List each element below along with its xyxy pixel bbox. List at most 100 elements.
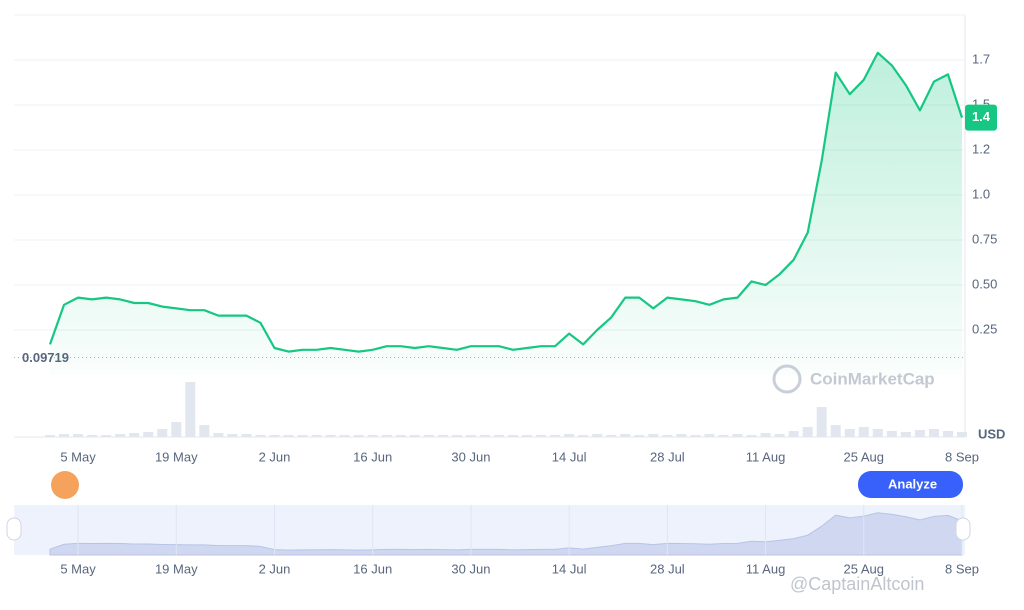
volume-bar xyxy=(788,431,799,437)
volume-bar xyxy=(59,434,70,437)
volume-bar xyxy=(816,407,827,437)
volume-bar xyxy=(409,435,420,437)
navigator-tick-label: 11 Aug xyxy=(746,561,786,576)
volume-bar xyxy=(662,435,673,437)
button-label[interactable]: Analyze xyxy=(888,476,937,491)
volume-bar xyxy=(213,433,224,437)
x-tick-label: 30 Jun xyxy=(451,449,490,464)
x-tick-label: 16 Jun xyxy=(353,449,392,464)
navigator-tick-label: 2 Jun xyxy=(259,561,291,576)
volume-bar xyxy=(760,433,771,437)
y-tick-label: 1.7 xyxy=(972,51,990,66)
x-tick-label: 2 Jun xyxy=(259,449,291,464)
volume-bar xyxy=(241,434,252,437)
volume-bar xyxy=(704,434,715,437)
volume-bar xyxy=(297,435,308,437)
navigator-tick-label: 5 May xyxy=(60,561,96,576)
area xyxy=(50,52,962,376)
volume-bar xyxy=(325,435,336,437)
navigator-area xyxy=(49,512,963,556)
navigator-handle xyxy=(6,517,22,541)
volume-bar xyxy=(493,435,504,437)
volume-bar xyxy=(87,435,98,437)
volume-bar xyxy=(522,435,533,437)
volume-bar xyxy=(143,432,154,437)
x-tick-label: 8 Sep xyxy=(945,449,979,464)
credit: @CaptainAltcoin xyxy=(790,574,924,594)
volume-bar xyxy=(101,435,112,437)
volume-bar xyxy=(942,431,953,437)
y-tick-label: 0.75 xyxy=(972,231,997,246)
volume-bar xyxy=(185,382,196,437)
volume-bar xyxy=(423,435,434,437)
volume-bar xyxy=(353,435,364,437)
y-tick-label: 0.25 xyxy=(972,321,997,336)
x-tick-label: 11 Aug xyxy=(746,449,786,464)
volume-bar xyxy=(914,430,925,437)
volume-bar xyxy=(592,434,603,437)
navigator-tick-label: 19 May xyxy=(155,561,198,576)
navigator-tick-label: 8 Sep xyxy=(945,561,979,576)
volume-bar xyxy=(957,432,967,437)
last-price-label: 1.4 xyxy=(972,109,991,124)
volume-bar xyxy=(886,431,897,437)
volume-bar xyxy=(690,435,701,437)
volume-bar xyxy=(774,434,785,437)
volume-bar xyxy=(269,435,280,437)
analyze-button[interactable]: Analyze xyxy=(858,471,963,498)
volume-bar xyxy=(830,425,841,437)
volume-bar xyxy=(802,427,813,437)
navigator-tick-label: 14 Jul xyxy=(552,561,587,576)
volume-bar xyxy=(73,434,84,437)
event-marker xyxy=(51,471,79,499)
volume-bar xyxy=(844,429,855,437)
volume-bar xyxy=(536,435,547,437)
volume-bar xyxy=(45,435,55,437)
watermark-text: CoinMarketCap xyxy=(810,369,935,388)
volume-bar xyxy=(606,435,617,437)
volume-bar xyxy=(508,435,519,437)
volume-bar xyxy=(872,429,883,437)
volume-bar xyxy=(283,435,294,437)
volume-bar xyxy=(465,435,476,437)
volume-bar xyxy=(928,429,939,437)
price-line xyxy=(48,51,964,353)
last-price-badge xyxy=(965,104,997,131)
navigator-handle xyxy=(955,517,971,541)
volume-bar xyxy=(634,435,645,437)
watermark: CoinMarketCap xyxy=(772,364,935,394)
x-tick-label: 14 Jul xyxy=(552,449,587,464)
x-tick-label: 25 Aug xyxy=(844,449,885,464)
volume-bar xyxy=(620,434,631,437)
y-unit: USD xyxy=(978,426,1005,441)
navigator-tick-label: 28 Jul xyxy=(650,561,685,576)
navigator-tick-label: 16 Jun xyxy=(353,561,392,576)
volume-bar xyxy=(451,435,462,437)
volume-bar xyxy=(437,435,448,437)
volume-bar xyxy=(648,434,659,437)
x-tick-label: 19 May xyxy=(155,449,198,464)
volume-bar xyxy=(311,435,322,437)
volume-bar xyxy=(564,434,575,437)
x-tick-label: 28 Jul xyxy=(650,449,685,464)
volume-bar xyxy=(900,432,911,437)
y-tick-label: 1.0 xyxy=(972,186,990,201)
volume-bar xyxy=(367,435,378,437)
volume-bar xyxy=(746,435,757,437)
navigator-tick-label: 25 Aug xyxy=(844,561,885,576)
volume-bar xyxy=(227,434,238,437)
y-tick-label: 0.50 xyxy=(972,276,997,291)
volume-bar xyxy=(171,422,182,437)
volume-bar xyxy=(550,435,561,437)
navigator-tick-label: 30 Jun xyxy=(451,561,490,576)
volume-bar xyxy=(858,427,869,437)
volume-bar xyxy=(395,435,406,437)
volume-bar xyxy=(718,435,729,437)
volume-bar xyxy=(479,435,490,437)
volume-bar xyxy=(255,435,266,437)
volume-bar xyxy=(115,434,126,437)
volume-bar xyxy=(199,425,210,437)
volume-bar xyxy=(732,434,743,437)
volume-bar xyxy=(157,429,168,437)
